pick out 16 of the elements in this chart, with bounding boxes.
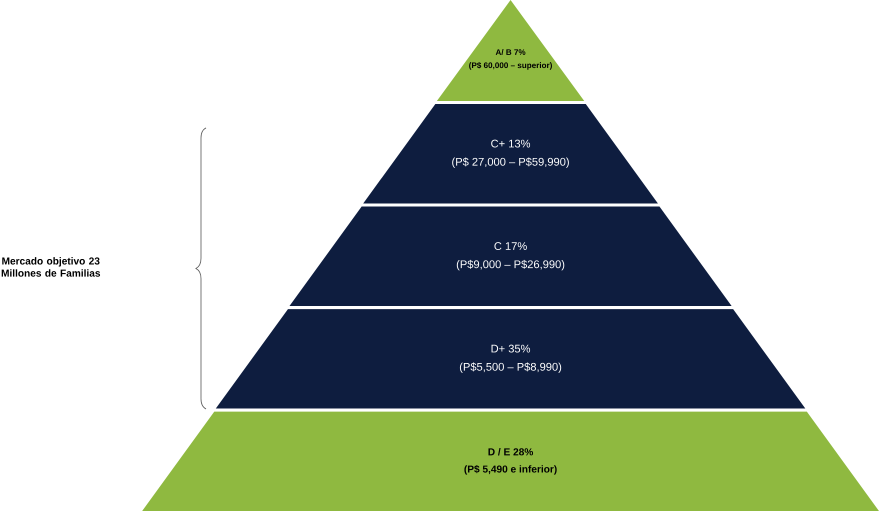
category-label: D+ [492,344,505,352]
data-label: 28% [513,448,534,456]
data-label: 17% [506,242,527,250]
data-label: 35% [508,344,530,353]
text: (P$9,000 – P$26,990) [456,260,564,270]
text: (P$ 27,000 – P$59,990) [452,157,569,168]
category-label: C+ [491,140,505,148]
text: (P$ 60,000 – superior) [469,62,552,70]
category-label: C [494,242,502,250]
category-label: D / E [488,448,510,456]
text: Mercado objetivo 23 Millones de Familias [2,257,100,277]
data-label: 7% [514,49,526,55]
category-label: A/ B [496,49,512,56]
text: (P$5,500 – P$8,990) [460,362,562,373]
text: (P$ 5,490 e inferior) [464,464,557,475]
data-label: 13% [509,140,530,148]
